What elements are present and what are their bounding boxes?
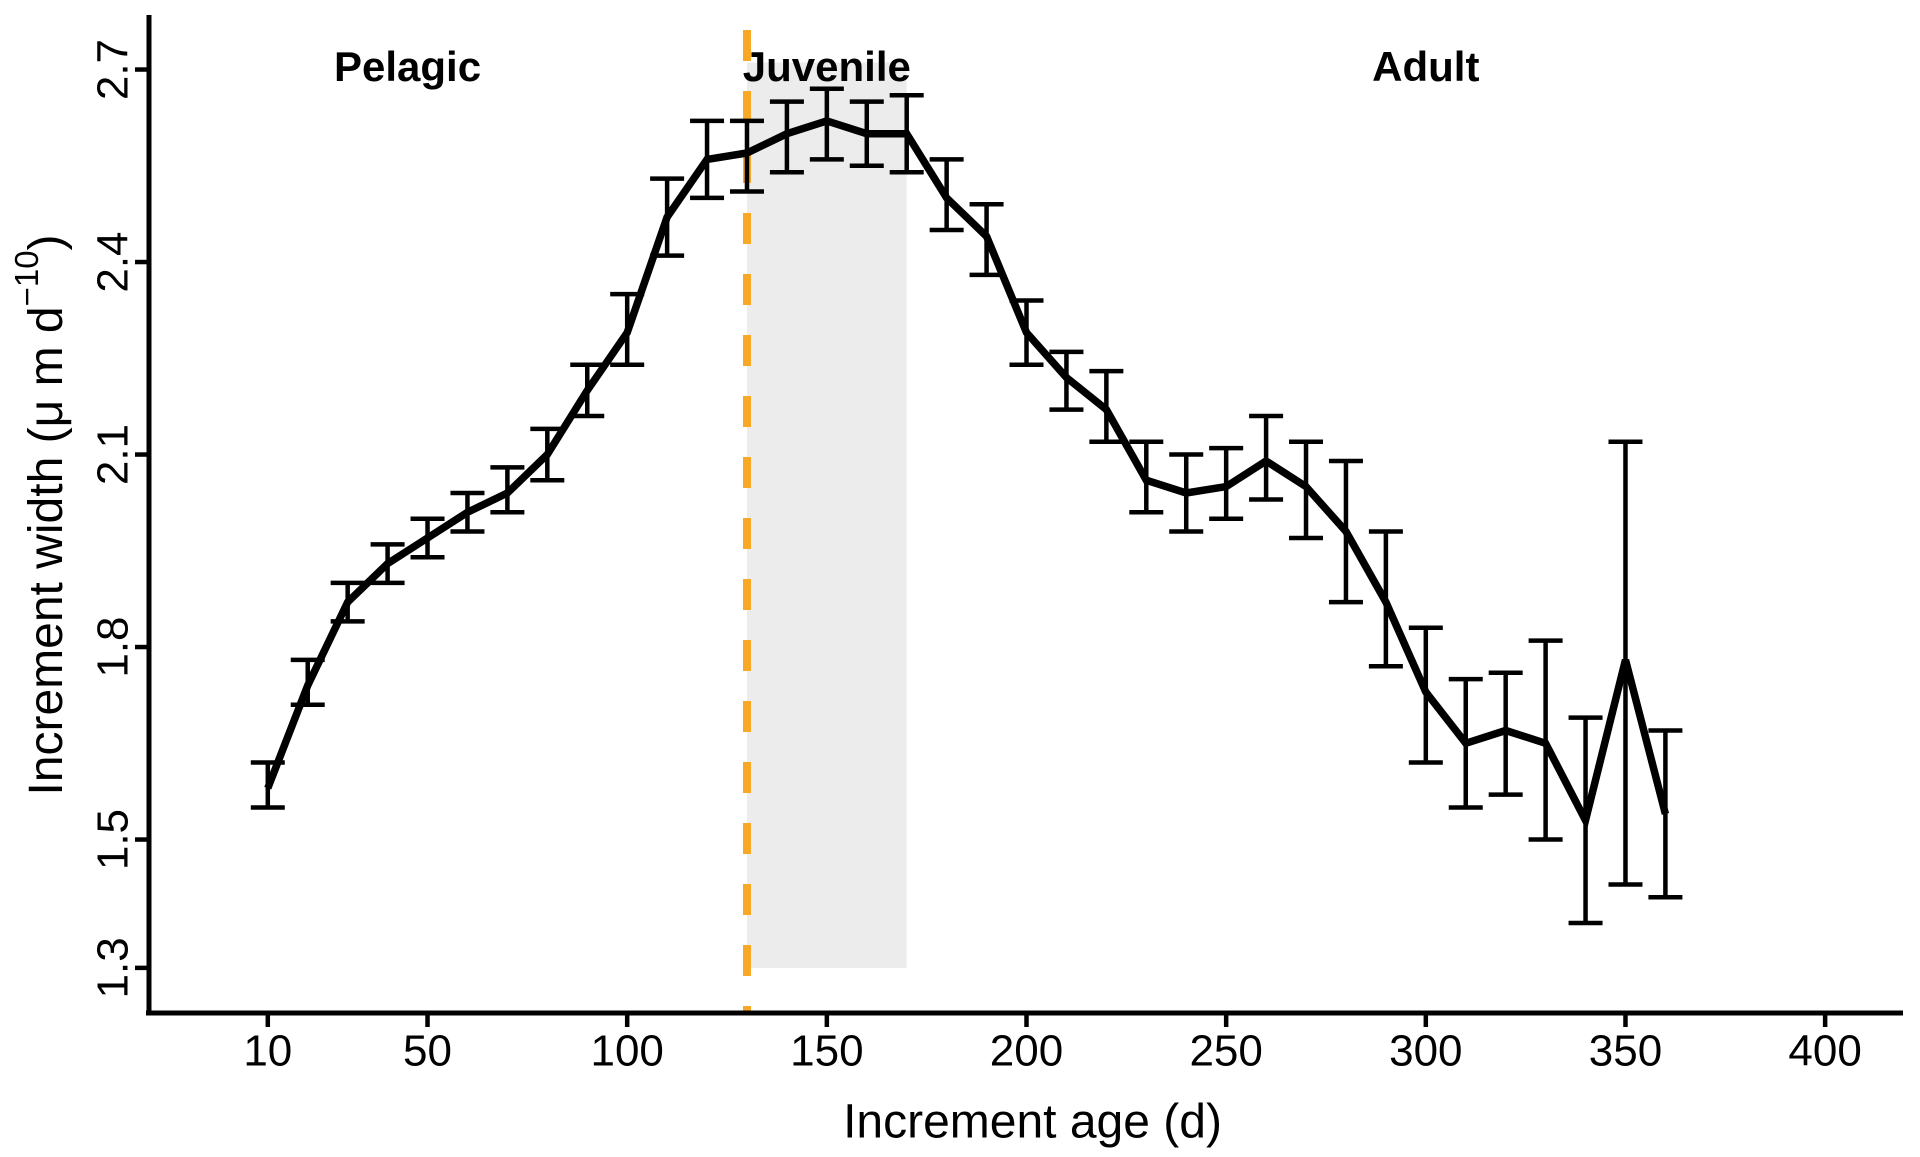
- y-tick-label: 2.4: [89, 231, 138, 292]
- x-tick-label: 10: [243, 1027, 292, 1076]
- y-tick-label: 1.5: [89, 809, 138, 870]
- y-axis-title: Increment width (μ m d−10): [8, 234, 73, 795]
- mean-increment-width-line: [264, 116, 1670, 831]
- juvenile-shaded-band: [746, 62, 907, 968]
- stage-label-adult: Adult: [1372, 43, 1479, 90]
- x-tick-label: 250: [1189, 1027, 1262, 1076]
- stage-label-pelagic: Pelagic: [334, 43, 481, 90]
- x-tick-label: 200: [990, 1027, 1063, 1076]
- x-tick-label: 150: [790, 1027, 863, 1076]
- x-tick-label: 400: [1788, 1027, 1861, 1076]
- y-tick-label: 1.3: [89, 937, 138, 998]
- x-tick-label: 50: [403, 1027, 452, 1076]
- x-tick-label: 100: [590, 1027, 663, 1076]
- x-tick-label: 350: [1589, 1027, 1662, 1076]
- y-tick-label: 2.1: [89, 424, 138, 485]
- stage-label-juvenile: Juvenile: [743, 43, 911, 90]
- x-axis-title: Increment age (d): [843, 1096, 1222, 1149]
- x-tick-label: 300: [1389, 1027, 1462, 1076]
- y-tick-label: 2.7: [89, 39, 138, 100]
- y-tick-label: 1.8: [89, 616, 138, 677]
